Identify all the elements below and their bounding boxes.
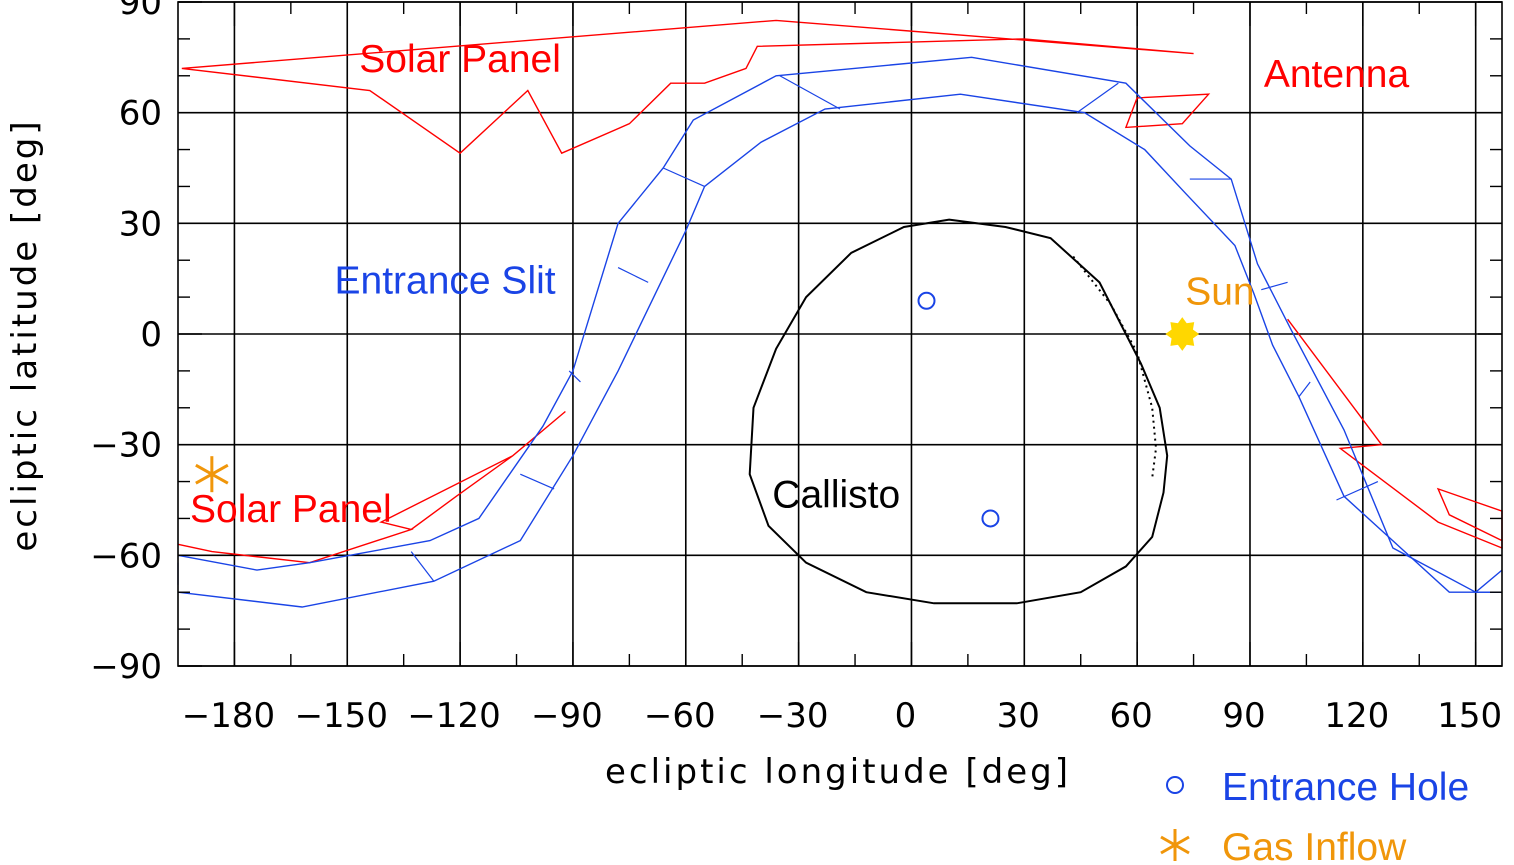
plot-data [177, 19, 1503, 608]
annotations: Solar Panel Antenna Entrance Slit Sun Solar … [190, 38, 1409, 531]
x-tick-label: 90 [1222, 696, 1265, 736]
legend-label-entrance-hole: Entrance Hole [1222, 766, 1469, 809]
annotation-sun: Sun [1185, 270, 1254, 313]
x-tick-label: 150 [1437, 696, 1502, 736]
entrance-slit-rung [568, 370, 581, 383]
annotation-antenna: Antenna [1264, 53, 1410, 96]
entrance-hole-point [981, 509, 1000, 528]
y-axis-label: ecliptic latitude [deg] [5, 118, 45, 551]
y-tick-label: −60 [90, 536, 162, 576]
series-solar-panel-bottom [177, 410, 566, 564]
series-solar-panel-right [1287, 318, 1503, 550]
legend-label-gas-inflow: Gas Inflow [1222, 826, 1407, 865]
x-tick-label: −30 [757, 696, 829, 736]
entrance-slit-rung [662, 167, 705, 187]
y-tick-label: 60 [119, 94, 162, 134]
entrance-slit-rung [1298, 381, 1311, 398]
annotation-callisto: Callisto [772, 473, 900, 516]
x-tick-label: −150 [295, 696, 388, 736]
entrance-slit-rung [617, 267, 649, 283]
y-tick-label: 90 [119, 0, 162, 23]
gas-inflow-point [195, 456, 229, 493]
series-entrance-slit-outer [177, 56, 1503, 594]
series-antenna [1124, 93, 1211, 129]
sun-point [1165, 317, 1200, 351]
x-tick-label: −90 [531, 696, 603, 736]
annotation-solar-panel-top: Solar Panel [359, 38, 561, 81]
x-tick-label: 120 [1324, 696, 1389, 736]
legend: Entrance Hole Gas Inflow [1160, 766, 1469, 865]
legend-marker-entrance-hole [1166, 776, 1184, 794]
series-solar-panel-top [181, 19, 1194, 155]
annotation-solar-panel-bottom: Solar Panel [190, 488, 392, 531]
x-tick-label: −120 [407, 696, 500, 736]
grid-lines [178, 1, 1502, 667]
entrance-slit-rung [1336, 481, 1379, 501]
y-tick-label: −30 [90, 426, 162, 466]
entrance-slit-rung [779, 75, 841, 110]
y-tick-label: 0 [140, 315, 162, 355]
x-tick-label: 60 [1110, 696, 1153, 736]
x-tick-label: 30 [997, 696, 1040, 736]
series-entrance-slit-inner [177, 93, 1502, 608]
y-tick-label: −90 [90, 647, 162, 687]
x-axis-label: ecliptic longitude [deg] [605, 752, 1071, 792]
x-tick-label: 0 [895, 696, 917, 736]
callisto-terminator [1072, 255, 1158, 479]
entrance-slit-rung [520, 473, 555, 490]
entrance-slit-rung [1261, 281, 1288, 291]
entrance-slit-rung [410, 551, 435, 582]
annotation-entrance-slit: Entrance Slit [335, 259, 556, 302]
legend-marker-gas-inflow [1160, 829, 1190, 861]
axis-ticks: −180 −150 −120 −90 −60 −30 0 30 60 90 120 150 −90 −60… [90, 0, 1502, 736]
entrance-slit-rung [1076, 82, 1119, 114]
callisto-outline [748, 218, 1169, 605]
x-tick-label: −60 [644, 696, 716, 736]
y-tick-label: 30 [119, 204, 162, 244]
x-tick-label: −180 [182, 696, 275, 736]
entrance-hole-point [917, 291, 936, 310]
